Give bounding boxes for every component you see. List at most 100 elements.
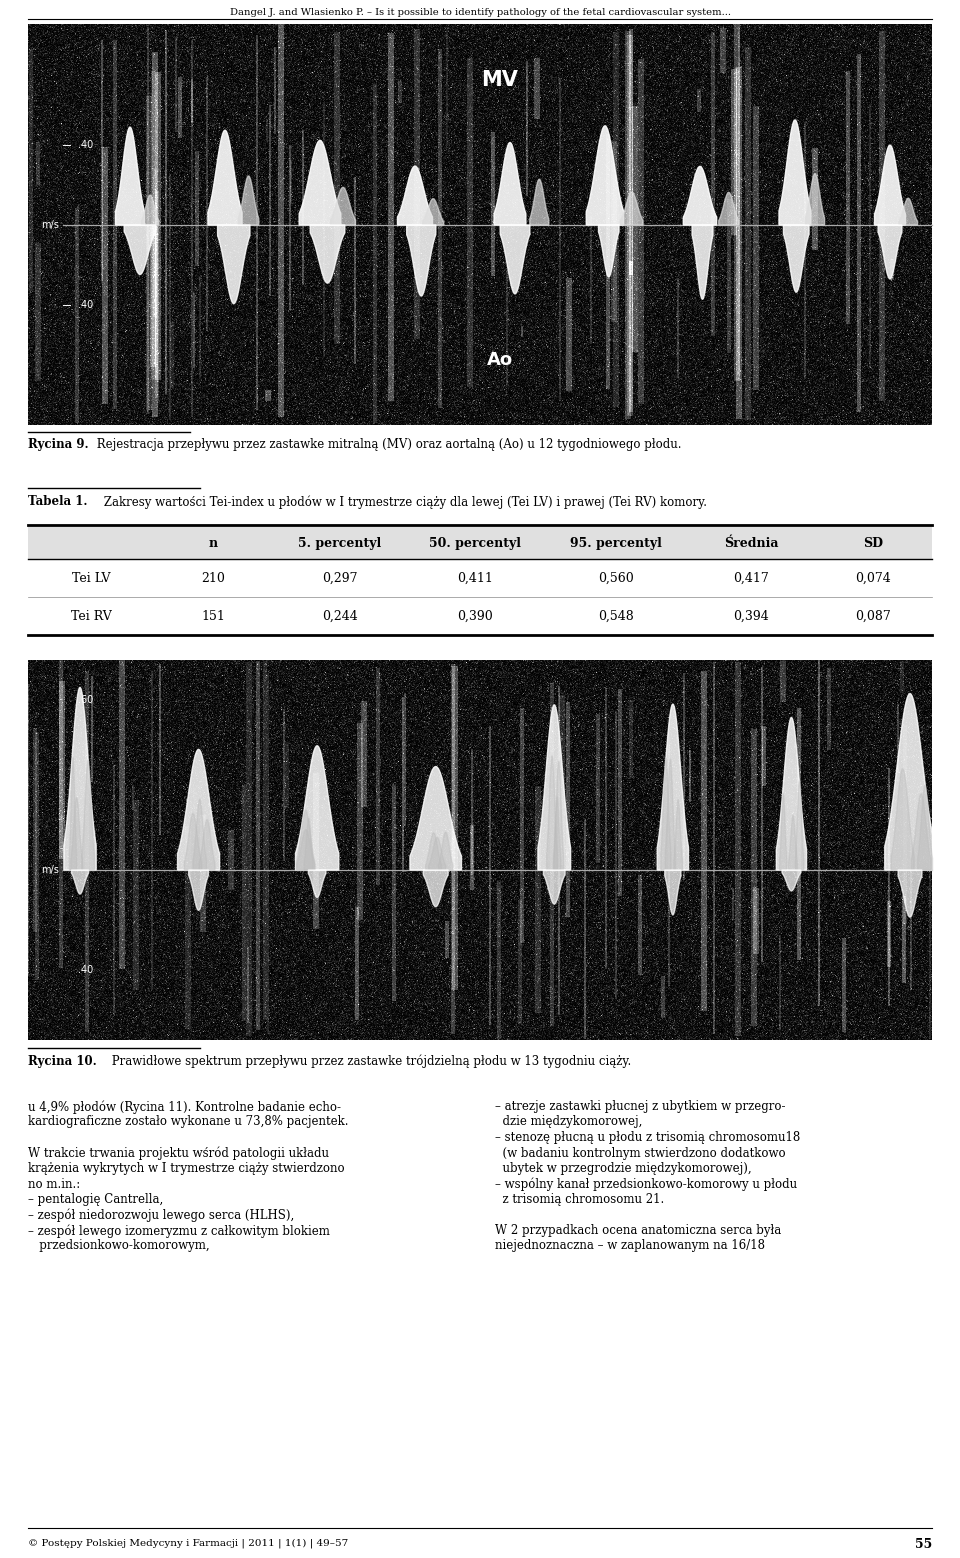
Polygon shape [674, 799, 683, 869]
Text: 0,548: 0,548 [598, 609, 634, 623]
Text: .60: .60 [78, 695, 93, 706]
Text: dzie międzykomorowej,: dzie międzykomorowej, [495, 1116, 642, 1128]
Text: 0,297: 0,297 [323, 572, 358, 584]
Polygon shape [878, 224, 902, 279]
Polygon shape [543, 869, 565, 904]
Polygon shape [218, 224, 250, 304]
Text: – stenozę płucną u płodu z trisomią chromosomu18: – stenozę płucną u płodu z trisomią chro… [495, 1131, 801, 1144]
Text: Tabela 1.: Tabela 1. [28, 495, 87, 508]
Polygon shape [82, 760, 94, 869]
Polygon shape [665, 759, 676, 869]
Text: Dangel J. and Wlasienko P. – Is it possible to identify pathology of the fetal c: Dangel J. and Wlasienko P. – Is it possi… [229, 8, 731, 17]
Polygon shape [587, 126, 624, 224]
Text: 55: 55 [915, 1538, 932, 1552]
Polygon shape [69, 757, 77, 869]
Text: no m.in.:: no m.in.: [28, 1178, 81, 1190]
Polygon shape [918, 785, 932, 869]
Text: Tei RV: Tei RV [71, 609, 111, 623]
Polygon shape [782, 869, 801, 891]
Text: Średnia: Średnia [724, 536, 779, 550]
Polygon shape [530, 179, 549, 224]
Polygon shape [296, 746, 339, 869]
Text: 0,390: 0,390 [458, 609, 493, 623]
Polygon shape [538, 704, 570, 869]
Polygon shape [779, 120, 811, 224]
Text: 0,244: 0,244 [322, 609, 358, 623]
Polygon shape [193, 799, 206, 869]
Polygon shape [788, 815, 798, 869]
Polygon shape [238, 176, 259, 224]
Text: 151: 151 [202, 609, 226, 623]
Text: – pentalogię Cantrella,: – pentalogię Cantrella, [28, 1193, 163, 1206]
Text: 5. percentyl: 5. percentyl [299, 536, 381, 550]
Polygon shape [692, 224, 713, 299]
Polygon shape [124, 224, 156, 274]
Polygon shape [425, 832, 442, 869]
Text: © Postępy Polskiej Medycyny i Farmacji | 2011 | 1(1) | 49–57: © Postępy Polskiej Medycyny i Farmacji |… [28, 1538, 348, 1547]
Text: 95. percentyl: 95. percentyl [569, 536, 661, 550]
Polygon shape [780, 793, 787, 869]
Polygon shape [598, 224, 619, 277]
Text: – wspólny kanał przedsionkowo-komorowy u płodu: – wspólny kanał przedsionkowo-komorowy u… [495, 1178, 797, 1190]
Text: – zespół niedorozwoju lewego serca (HLHS),: – zespół niedorozwoju lewego serca (HLHS… [28, 1209, 295, 1221]
Polygon shape [885, 693, 935, 869]
Polygon shape [777, 718, 806, 869]
Text: 0,417: 0,417 [733, 572, 769, 584]
Bar [28, 527, 932, 559]
Text: Ao: Ao [487, 351, 513, 369]
Text: Rycina 10.: Rycina 10. [28, 1055, 97, 1067]
Polygon shape [658, 704, 688, 869]
Polygon shape [423, 869, 448, 907]
Text: 0,087: 0,087 [855, 609, 891, 623]
Polygon shape [911, 793, 931, 869]
Text: Prawidłowe spektrum przepływu przez zastawke trójdzielną płodu w 13 tygodniu cią: Prawidłowe spektrum przepływu przez zast… [108, 1055, 632, 1069]
Polygon shape [397, 167, 433, 224]
Polygon shape [407, 224, 436, 296]
Text: (w badaniu kontrolnym stwierdzono dodatkowo: (w badaniu kontrolnym stwierdzono dodatk… [495, 1147, 785, 1159]
Polygon shape [428, 838, 445, 869]
Polygon shape [783, 224, 809, 293]
Polygon shape [71, 798, 83, 869]
Polygon shape [439, 832, 453, 869]
Polygon shape [796, 781, 804, 869]
Text: Rejestracja przepływu przez zastawke mitralną (MV) oraz aortalną (Ao) u 12 tygod: Rejestracja przepływu przez zastawke mit… [93, 438, 682, 450]
Polygon shape [300, 140, 341, 224]
Text: .40: .40 [78, 140, 93, 150]
Polygon shape [875, 145, 905, 224]
Polygon shape [189, 869, 208, 910]
Polygon shape [310, 224, 345, 284]
Text: W 2 przypadkach ocena anatomiczna serca była: W 2 przypadkach ocena anatomiczna serca … [495, 1225, 781, 1237]
Text: MV: MV [482, 70, 518, 90]
Text: krążenia wykrytych w I trymestrze ciąży stwierdzono: krążenia wykrytych w I trymestrze ciąży … [28, 1162, 345, 1175]
Polygon shape [546, 756, 558, 869]
Text: przedsionkowo-komorowym,: przedsionkowo-komorowym, [28, 1240, 209, 1253]
Polygon shape [184, 813, 202, 869]
Polygon shape [805, 173, 825, 224]
Polygon shape [308, 869, 325, 897]
Text: Tei LV: Tei LV [72, 572, 110, 584]
Text: 50. percentyl: 50. percentyl [429, 536, 521, 550]
Text: u 4,9% płodów (Rycina 11). Kontrolne badanie echo-: u 4,9% płodów (Rycina 11). Kontrolne bad… [28, 1100, 341, 1114]
Text: ubytek w przegrodzie międzykomorowej),: ubytek w przegrodzie międzykomorowej), [495, 1162, 752, 1175]
Text: niejednoznaczna – w zaplanowanym na 16/18: niejednoznaczna – w zaplanowanym na 16/1… [495, 1240, 765, 1253]
Text: – atrezje zastawki płucnej z ubytkiem w przegro-: – atrezje zastawki płucnej z ubytkiem w … [495, 1100, 785, 1112]
Text: n: n [208, 536, 218, 550]
Text: .40: .40 [78, 964, 93, 975]
Text: W trakcie trwania projektu wśród patologii układu: W trakcie trwania projektu wśród patolog… [28, 1147, 329, 1161]
Text: 210: 210 [202, 572, 226, 584]
Text: 0,394: 0,394 [733, 609, 769, 623]
Polygon shape [304, 818, 313, 869]
Text: Zakresy wartości Tei-index u płodów w I trymestrze ciąży dla lewej (Tei LV) i pr: Zakresy wartości Tei-index u płodów w I … [100, 495, 707, 508]
Polygon shape [297, 810, 315, 869]
Text: – zespół lewego izomeryzmu z całkowitym blokiem: – zespół lewego izomeryzmu z całkowitym … [28, 1225, 330, 1237]
Polygon shape [899, 198, 918, 224]
Polygon shape [891, 770, 914, 869]
Text: z trisomią chromosomu 21.: z trisomią chromosomu 21. [495, 1193, 664, 1206]
Text: .40: .40 [78, 301, 93, 310]
Polygon shape [899, 869, 922, 918]
Polygon shape [620, 192, 643, 224]
Polygon shape [410, 767, 462, 869]
Polygon shape [330, 187, 355, 224]
Text: 0,074: 0,074 [855, 572, 891, 584]
Text: kardiograficzne zostało wykonane u 73,8% pacjentek.: kardiograficzne zostało wykonane u 73,8%… [28, 1116, 348, 1128]
